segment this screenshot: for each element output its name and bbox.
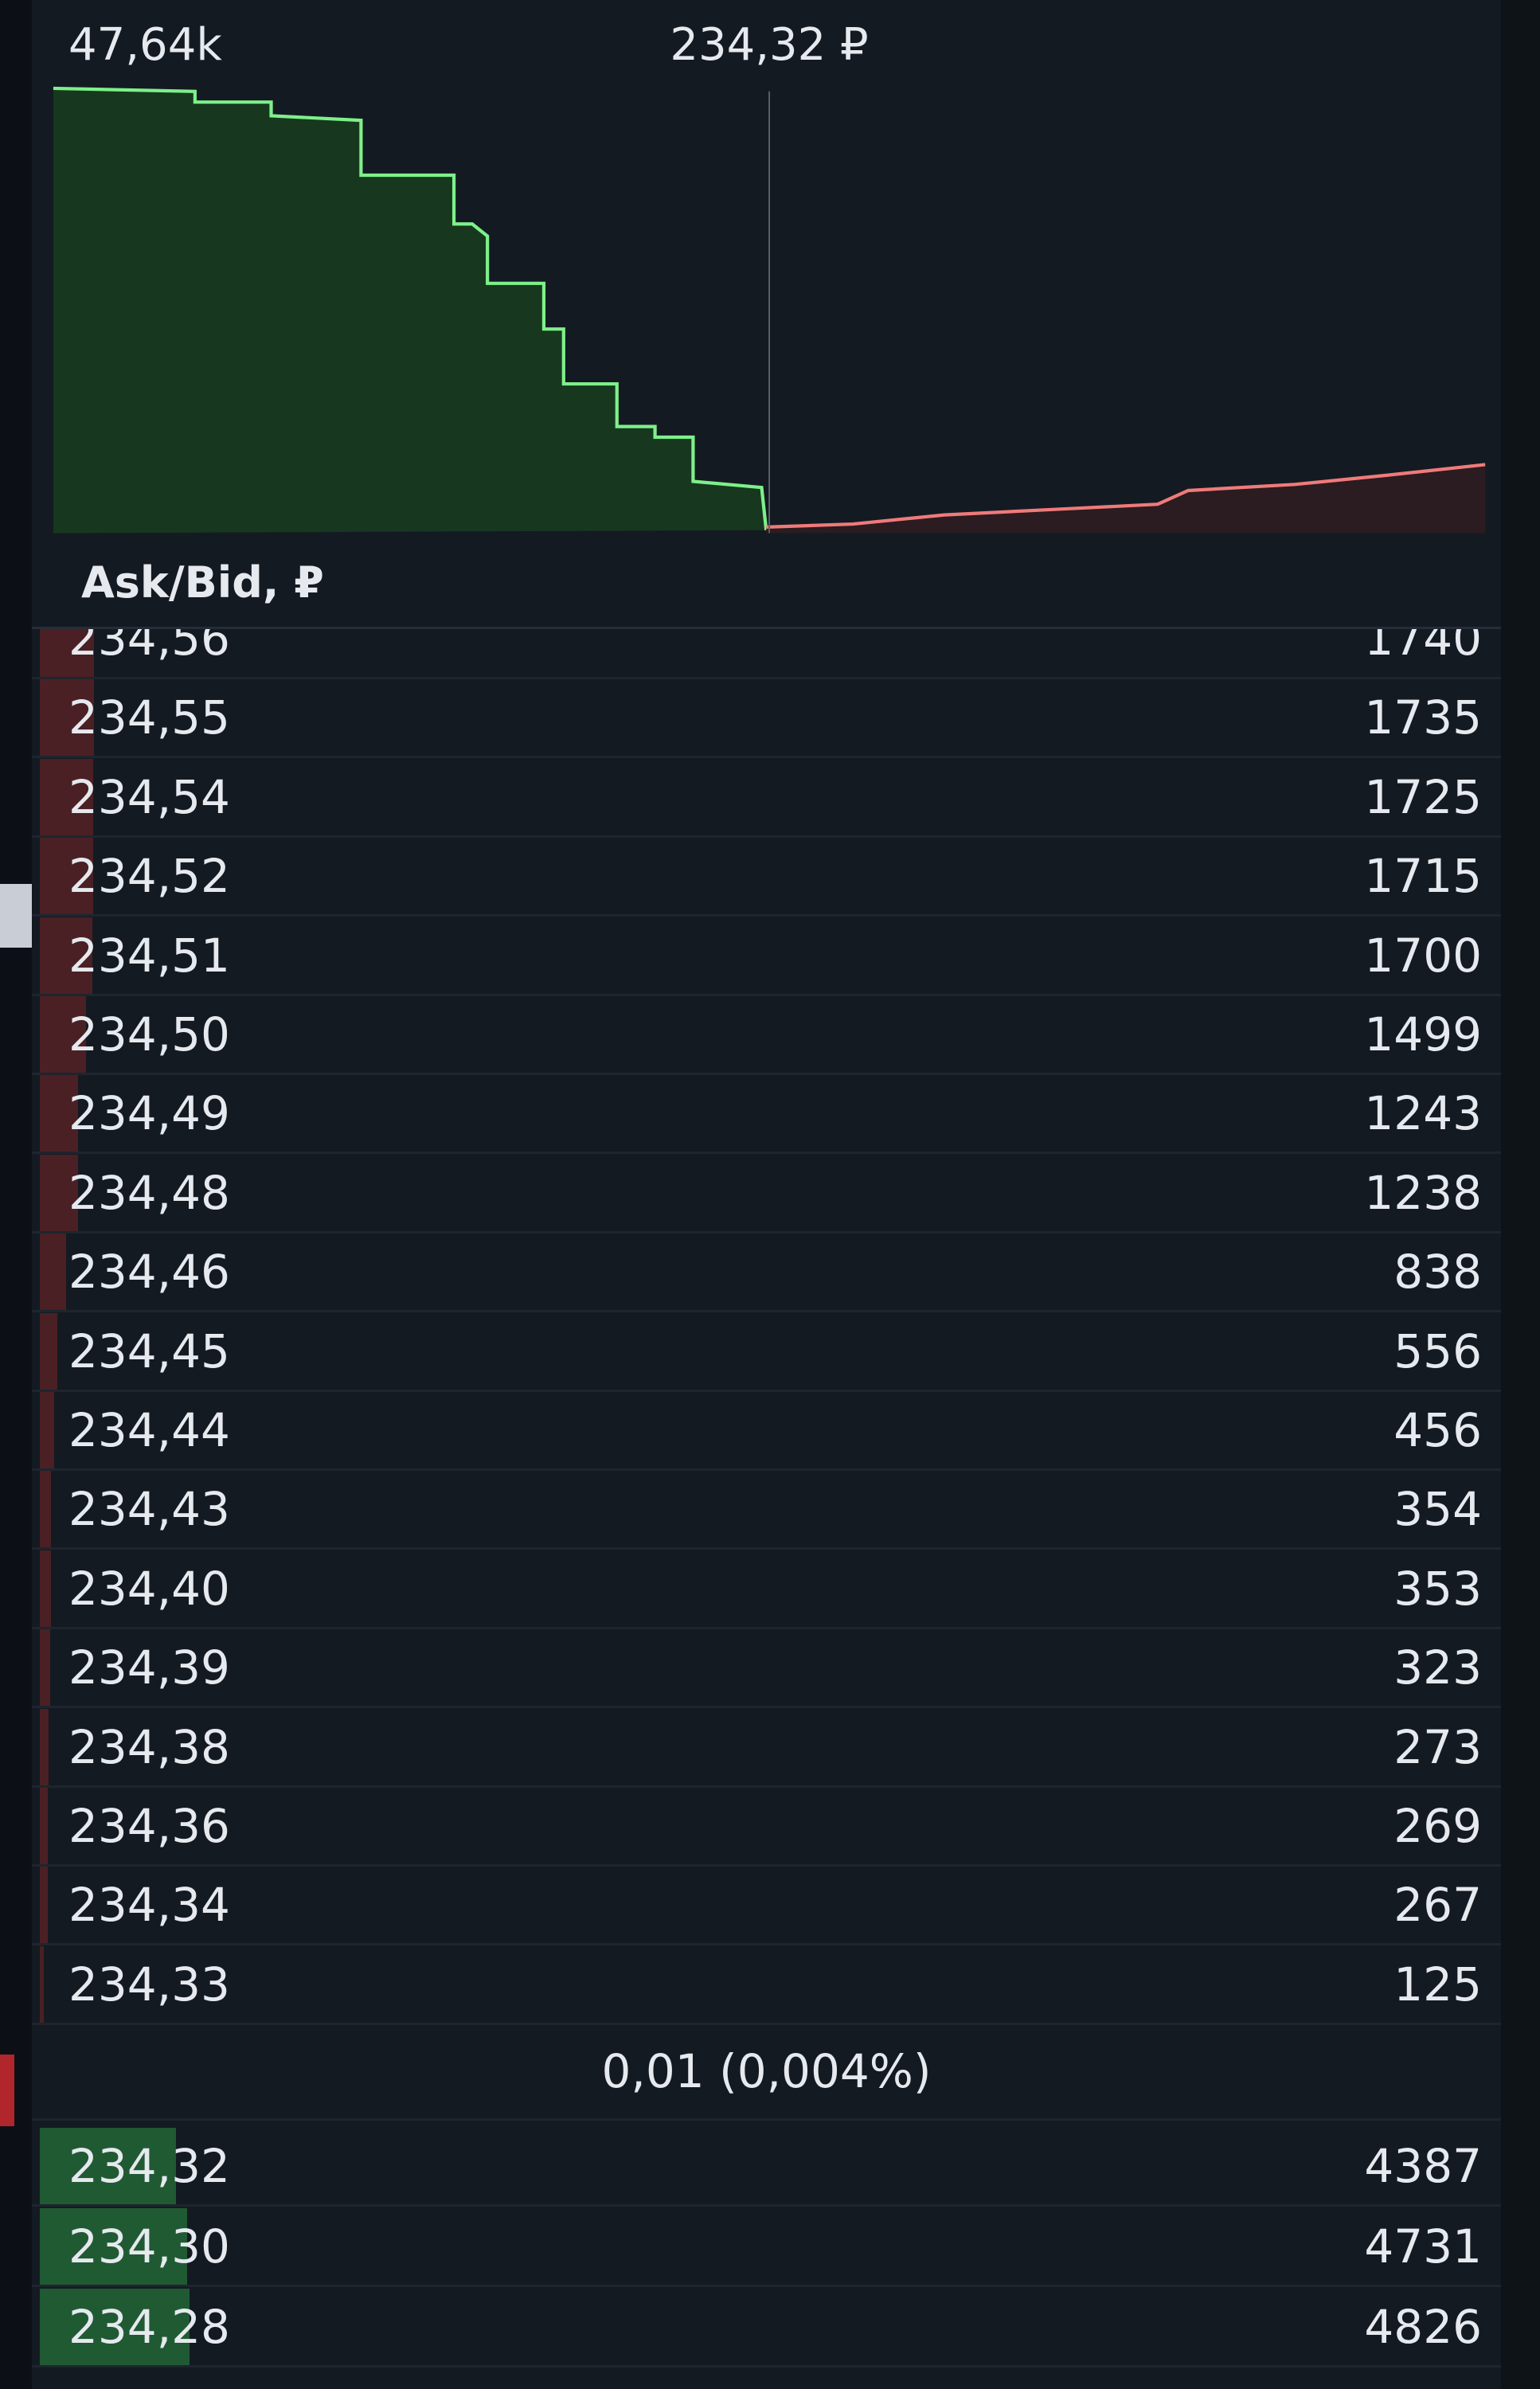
ask-row: 234,50 1499 bbox=[32, 996, 1501, 1075]
volume: 1740 bbox=[1364, 629, 1482, 666]
ask-row: 234,34 267 bbox=[32, 1867, 1501, 1946]
ask-row: 234,40 353 bbox=[32, 1550, 1501, 1629]
volume: 4826 bbox=[1364, 2300, 1482, 2354]
volume: 838 bbox=[1393, 1245, 1482, 1300]
volume-bar bbox=[40, 1629, 50, 1707]
volume: 1725 bbox=[1364, 769, 1482, 824]
price: 234,55 bbox=[68, 690, 230, 745]
price: 234,34 bbox=[68, 1878, 230, 1933]
volume: 1243 bbox=[1364, 1086, 1482, 1141]
ask-row: 234,56 1740 bbox=[32, 629, 1501, 679]
volume-bar bbox=[40, 917, 93, 994]
bid-depth-line bbox=[53, 86, 768, 530]
volume-bar bbox=[40, 1788, 49, 1864]
max-volume-label: 47,64k bbox=[68, 19, 222, 71]
price: 234,39 bbox=[68, 1640, 230, 1695]
price: 234,38 bbox=[68, 1719, 230, 1774]
ask-row: 234,43 354 bbox=[32, 1471, 1501, 1550]
ask-row: 234,39 323 bbox=[32, 1629, 1501, 1709]
volume: 273 bbox=[1393, 1719, 1482, 1774]
volume-bar bbox=[40, 996, 87, 1073]
volume-bar bbox=[40, 629, 94, 677]
side-marker bbox=[0, 884, 32, 948]
price: 234,43 bbox=[68, 1482, 230, 1537]
volume: 354 bbox=[1393, 1482, 1482, 1537]
depth-chart bbox=[53, 86, 1486, 534]
right-strip bbox=[1501, 0, 1540, 2389]
side-marker bbox=[0, 2055, 14, 2126]
volume: 1715 bbox=[1364, 849, 1482, 904]
bid-row: 234,30 4731 bbox=[32, 2208, 1501, 2287]
volume: 353 bbox=[1393, 1561, 1482, 1616]
volume: 269 bbox=[1393, 1799, 1482, 1853]
volume: 556 bbox=[1393, 1324, 1482, 1378]
ask-row: 234,36 269 bbox=[32, 1788, 1501, 1867]
mid-price-label: 234,32 ₽ bbox=[670, 19, 869, 71]
price: 234,48 bbox=[68, 1165, 230, 1220]
price: 234,30 bbox=[68, 2219, 230, 2274]
volume: 267 bbox=[1393, 1878, 1482, 1933]
ask-row: 234,51 1700 bbox=[32, 917, 1501, 996]
volume-bar bbox=[40, 838, 93, 915]
volume-bar bbox=[40, 1550, 51, 1627]
spread: 0,01 (0,004%) bbox=[32, 2024, 1501, 2121]
volume-bar bbox=[40, 1075, 79, 1152]
left-strip bbox=[0, 0, 32, 2389]
volume-bar bbox=[40, 1234, 66, 1311]
ask-row: 234,54 1725 bbox=[32, 758, 1501, 838]
price: 234,32 bbox=[68, 2139, 230, 2193]
volume: 456 bbox=[1393, 1403, 1482, 1457]
ask-row: 234,44 456 bbox=[32, 1392, 1501, 1471]
volume: 1700 bbox=[1364, 928, 1482, 983]
price: 234,52 bbox=[68, 849, 230, 904]
volume-bar bbox=[40, 2208, 187, 2285]
volume-bar bbox=[40, 1154, 79, 1231]
bid-depth-area bbox=[53, 88, 767, 534]
price: 234,46 bbox=[68, 1245, 230, 1300]
bid-row: 234,28 4826 bbox=[32, 2289, 1501, 2367]
volume: 125 bbox=[1393, 1957, 1482, 2012]
volume: 1735 bbox=[1364, 690, 1482, 745]
ask-row: 234,46 838 bbox=[32, 1234, 1501, 1313]
volume-bar bbox=[40, 758, 94, 835]
header-divider bbox=[32, 627, 1501, 629]
price: 234,54 bbox=[68, 769, 230, 824]
ask-row: 234,49 1243 bbox=[32, 1075, 1501, 1155]
volume-bar bbox=[40, 1392, 54, 1468]
price: 234,49 bbox=[68, 1086, 230, 1141]
volume-bar bbox=[40, 2128, 177, 2204]
price: 234,56 bbox=[68, 629, 230, 666]
price: 234,28 bbox=[68, 2300, 230, 2354]
bid-row: 234,32 4387 bbox=[32, 2128, 1501, 2207]
price: 234,36 bbox=[68, 1799, 230, 1853]
price: 234,40 bbox=[68, 1561, 230, 1616]
volume: 1499 bbox=[1364, 1007, 1482, 1062]
ask-row: 234,52 1715 bbox=[32, 838, 1501, 917]
price: 234,44 bbox=[68, 1403, 230, 1457]
volume: 4731 bbox=[1364, 2219, 1482, 2274]
ask-row: 234,38 273 bbox=[32, 1708, 1501, 1788]
volume: 4387 bbox=[1364, 2139, 1482, 2193]
price: 234,45 bbox=[68, 1324, 230, 1378]
ask-row: 234,45 556 bbox=[32, 1312, 1501, 1392]
volume-bar bbox=[40, 1945, 44, 2023]
volume-bar bbox=[40, 2289, 190, 2365]
ask-row: 234,33 125 bbox=[32, 1945, 1501, 2025]
ask-depth-line bbox=[766, 463, 1486, 530]
volume: 1238 bbox=[1364, 1165, 1482, 1220]
volume-bar bbox=[40, 1471, 51, 1548]
ask-row: 234,55 1735 bbox=[32, 679, 1501, 759]
volume-bar bbox=[40, 1312, 57, 1390]
volume: 323 bbox=[1393, 1640, 1482, 1695]
volume-bar bbox=[40, 1867, 49, 1944]
price: 234,51 bbox=[68, 928, 230, 983]
column-header: Ask/Bid, ₽ bbox=[81, 557, 324, 608]
price: 234,50 bbox=[68, 1007, 230, 1062]
volume-bar bbox=[40, 679, 94, 757]
price: 234,33 bbox=[68, 1957, 230, 2012]
order-list: 234,56 1740 234,55 1735 234,54 1725 234,52 1715… bbox=[32, 629, 1501, 2389]
volume-bar bbox=[40, 1708, 49, 1785]
ask-row: 234,48 1238 bbox=[32, 1154, 1501, 1234]
